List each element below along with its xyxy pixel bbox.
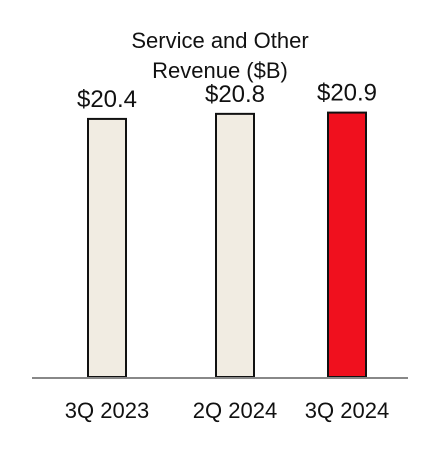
- bar-2q-2024: [215, 112, 255, 379]
- bar-3q-2023: [87, 117, 127, 378]
- value-label: $20.9: [317, 80, 377, 107]
- category-label: 2Q 2024: [193, 398, 277, 423]
- value-label: $20.4: [77, 86, 137, 113]
- chart-title-line-2: Revenue ($B): [152, 58, 288, 83]
- labels-layer: $20.4 3Q 2023 $20.8 2Q 2024 $20.9 3Q 2024: [65, 80, 389, 423]
- bars-layer: [87, 111, 367, 379]
- bar-3q-2024: [327, 111, 367, 378]
- category-label: 3Q 2023: [65, 398, 149, 423]
- category-label: 3Q 2024: [305, 398, 389, 423]
- value-label: $20.8: [205, 81, 265, 108]
- chart-title-line-1: Service and Other: [131, 28, 308, 53]
